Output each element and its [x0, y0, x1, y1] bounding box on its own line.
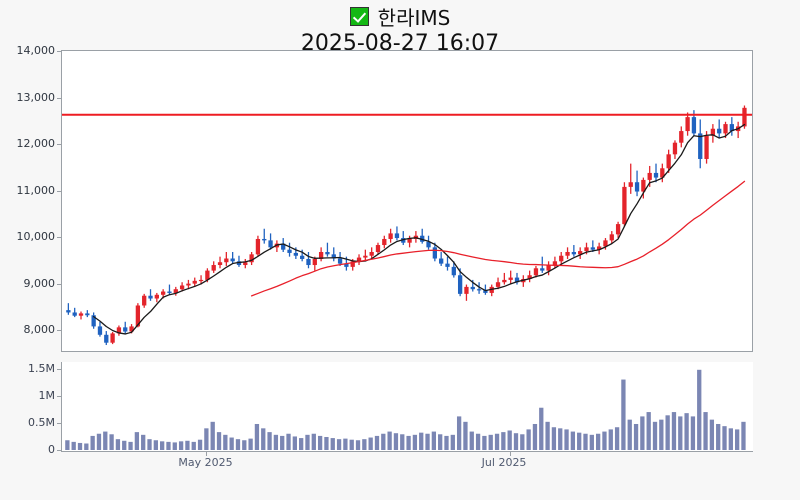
volume-axis-tickmark [57, 450, 61, 451]
price-axis-tickmark [57, 330, 61, 332]
x-axis-tick: Jul 2025 [481, 456, 527, 469]
green-check-icon [349, 6, 369, 26]
price-axis-tick: 11,000 [16, 183, 56, 197]
price-axis-tickmark [57, 283, 61, 285]
volume-plot [65, 369, 746, 450]
title-row: 한라IMS [0, 0, 800, 30]
x-axis-tickmark [206, 452, 208, 456]
price-axis-tickmark [57, 51, 61, 52]
price-axis-tick: 9,000 [23, 276, 56, 290]
chart-header: 한라IMS 2025-08-27 16:07 [0, 0, 800, 57]
volume-axis-tickmark [57, 368, 61, 370]
price-plot [62, 105, 752, 346]
symbol-name: 한라IMS [377, 5, 451, 30]
price-axis-tick: 12,000 [16, 137, 56, 151]
price-axis-tick: 10,000 [16, 230, 56, 244]
volume-axis-spine [61, 362, 62, 452]
price-axis-tickmark [57, 97, 61, 99]
price-axis-tick: 14,000 [16, 44, 56, 57]
price-panel[interactable] [61, 50, 753, 352]
volume-axis-tick: 1.5M [28, 361, 55, 375]
volume-panel[interactable] [61, 362, 753, 452]
volume-axis-tickmark [57, 395, 61, 397]
volume-axis-tick: 1M [38, 388, 56, 402]
volume-axis-tick: 0.5M [28, 415, 55, 429]
price-axis-tick: 13,000 [16, 90, 56, 104]
price-axis-tickmark [57, 144, 61, 146]
price-axis-tick: 8,000 [23, 323, 56, 337]
volume-axis-tick: 0 [48, 443, 55, 456]
price-axis-tickmark [57, 190, 61, 192]
price-axis-tickmark [57, 237, 61, 239]
x-axis-tickmark [509, 452, 511, 456]
x-axis-tick: May 2025 [178, 456, 233, 469]
volume-axis-tickmark [57, 422, 61, 424]
